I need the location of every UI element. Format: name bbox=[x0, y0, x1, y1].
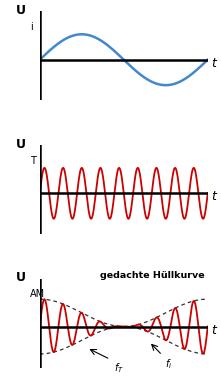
Text: T: T bbox=[30, 156, 36, 166]
Text: $f_i$: $f_i$ bbox=[166, 357, 173, 371]
Text: U: U bbox=[16, 138, 26, 151]
Text: t: t bbox=[211, 324, 216, 337]
Text: $f_T$: $f_T$ bbox=[114, 362, 124, 375]
Text: t: t bbox=[211, 190, 216, 203]
Text: AM: AM bbox=[30, 289, 45, 299]
Text: i: i bbox=[30, 22, 32, 32]
Text: U: U bbox=[16, 271, 26, 285]
Text: t: t bbox=[211, 56, 216, 69]
Text: U: U bbox=[16, 4, 26, 17]
Text: gedachte Hüllkurve: gedachte Hüllkurve bbox=[100, 271, 204, 280]
